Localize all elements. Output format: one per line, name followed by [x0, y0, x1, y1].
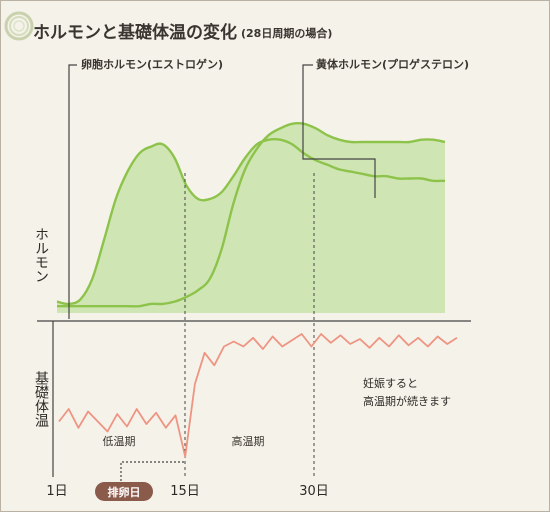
hormone-axis-label: ホルモン: [33, 227, 49, 283]
ovulation-connector: [120, 461, 184, 481]
temperature-axis-label: 基礎体温: [33, 370, 49, 427]
basal-temperature-line: [58, 333, 458, 458]
chart-subtitle: (28日周期の場合): [241, 26, 332, 40]
low-temp-label: 低温期: [103, 435, 136, 448]
progesterone-label: 黄体ホルモン(プロゲステロン): [316, 57, 469, 71]
progesterone-line: [57, 122, 446, 308]
pregnancy-note-line2: 高温期が続きます: [363, 394, 451, 408]
estrogen-label: 卵胞ホルモン(エストロゲン): [81, 57, 223, 71]
high-temp-label: 高温期: [232, 434, 265, 448]
pregnancy-note-line1: 妊娠すると: [363, 376, 418, 390]
estrogen-callout-line: [68, 64, 77, 319]
ovulation-badge: [95, 482, 153, 501]
estrogen-line: [56, 137, 446, 306]
hormone-panel: [56, 122, 446, 313]
ovulation-label: 排卵日: [108, 485, 141, 499]
progesterone-callout-line: [302, 64, 376, 198]
x-tick-day1: 1日: [46, 484, 67, 499]
chart-title: ホルモンと基礎体温の変化: [33, 22, 237, 43]
x-tick-day30: 30日: [299, 484, 329, 499]
x-tick-day15: 15日: [170, 484, 200, 499]
logo-ring-icon: [4, 11, 34, 41]
